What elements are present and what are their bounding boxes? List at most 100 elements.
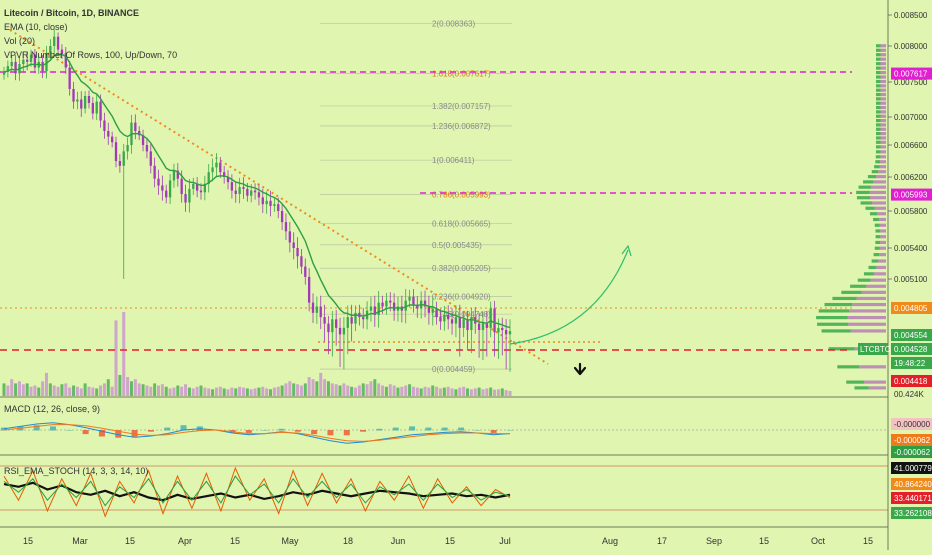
candle-body [335, 319, 338, 328]
volume-bar [110, 386, 114, 396]
candle-body [315, 306, 319, 313]
volume-profile-down-row [848, 322, 886, 326]
volume-bar [489, 387, 493, 396]
candle-body [29, 54, 33, 62]
volume-profile-down-row [880, 240, 886, 245]
macd-histogram-bar [49, 426, 56, 431]
candle-body [381, 302, 384, 307]
price-badge-label: 0.004528 [894, 345, 928, 354]
candle-body [161, 185, 164, 191]
volume-bar [346, 385, 350, 396]
volume-bar [388, 384, 392, 396]
volume-bar [87, 386, 91, 396]
volume-bar [377, 383, 381, 396]
volume-profile-up-row [873, 253, 880, 257]
volume-profile-down-row [879, 223, 886, 227]
volume-profile-down-row [880, 44, 886, 48]
volume-profile-down-row [880, 48, 886, 52]
fib-level-label: 2(0.008363) [432, 19, 475, 28]
price-tick-label: 0.007000 [894, 113, 928, 122]
fib-level-label: 1.382(0.007157) [432, 102, 491, 111]
candle-body [207, 172, 210, 184]
volume-profile-down-row [880, 88, 886, 92]
candle-body [323, 317, 326, 324]
price-tick-label: 0.007500 [894, 78, 928, 87]
price-axis: 0.008500 0.008000 0.007500 0.007000 0.006600… [858, 11, 932, 519]
volume-bar [149, 386, 153, 396]
candle-body [215, 162, 218, 168]
volume-bar [72, 385, 76, 396]
volume-profile-up-row [876, 57, 881, 61]
rsi-legend[interactable]: RSI_EMA_STOCH (14, 3, 3, 14, 10) [4, 466, 149, 476]
candle-body [269, 200, 272, 206]
candle-body [331, 319, 334, 333]
candle-body [450, 319, 454, 324]
candle-body [273, 204, 276, 206]
candle-body [497, 327, 500, 333]
macd-histogram-bar [164, 427, 171, 431]
macd-axis-label: -0.000062 [894, 448, 931, 457]
volume-bars [2, 312, 512, 396]
volume-bar [6, 385, 10, 396]
volume-profile-down-row [880, 57, 886, 61]
candle-body [153, 165, 156, 179]
macd-pane [0, 422, 888, 444]
time-tick-label: Apr [178, 536, 192, 546]
volume-bar [423, 386, 427, 396]
ema-legend[interactable]: EMA (10, close) [4, 22, 68, 32]
vol-legend[interactable]: Vol (20) [4, 36, 36, 46]
volume-profile-up-row [850, 284, 867, 288]
fib-level-label: 0.146(0.004748) [432, 310, 491, 319]
volume-profile-down-row [880, 160, 886, 164]
candle-body [172, 170, 176, 181]
volume-bar [145, 385, 149, 396]
volume-bar [396, 387, 400, 396]
candle-body [114, 142, 118, 161]
stoch-d-line [3, 475, 511, 507]
volume-profile-up-row [832, 296, 857, 301]
macd-histogram-bar [327, 430, 334, 436]
volume-profile-down-row [880, 127, 886, 131]
volume-profile-down-row [880, 66, 886, 70]
volume-bar [249, 389, 253, 396]
volume-bar [280, 385, 284, 396]
price-tick-label: 0.006200 [894, 173, 928, 182]
candle-body [103, 120, 106, 131]
volume-profile-up-row [876, 75, 881, 79]
macd-histogram-bar [425, 427, 432, 431]
price-tick-label: 0.008500 [894, 11, 928, 20]
candle-body [56, 36, 60, 50]
volume-profile-up-row [856, 196, 871, 200]
macd-histogram-bar [392, 427, 399, 431]
price-badge [891, 188, 932, 201]
candle-body [53, 36, 56, 46]
volume-profile-up-row [837, 365, 860, 369]
volume-bar [350, 386, 354, 396]
volume-profile-up-row [876, 105, 881, 110]
volume-profile-down-row [856, 296, 886, 301]
volume-bar [95, 388, 99, 396]
time-tick-label: May [281, 536, 299, 546]
volume-bar [415, 387, 419, 396]
macd-histogram-bar [311, 430, 318, 435]
candle-body [392, 302, 396, 311]
volume-bar [230, 387, 234, 396]
volume-bar [91, 387, 95, 396]
candle-body [362, 317, 365, 320]
rsi-axis-label: 33.440171 [894, 494, 932, 503]
macd-legend[interactable]: MACD (12, 26, close, 9) [4, 404, 101, 414]
macd-histogram-bar [458, 427, 465, 431]
macd-histogram-bar [245, 430, 252, 433]
volume-profile-down-row [878, 259, 886, 263]
candle-body [238, 187, 241, 194]
candle-body [83, 96, 87, 109]
volume-profile-up-row [874, 246, 880, 250]
symbol-title: Litecoin / Bitcoin, 1D, BINANCE [4, 8, 140, 18]
vpvr-legend[interactable]: VPVR Number Of Rows, 100, Up/Down, 70 [4, 50, 178, 60]
candle-body [466, 319, 469, 331]
candle-body [350, 317, 353, 324]
volume-bar [373, 379, 377, 396]
volume-profile-down-row [873, 272, 886, 276]
fib-level-label: 0.786(0.005993) [432, 191, 491, 200]
